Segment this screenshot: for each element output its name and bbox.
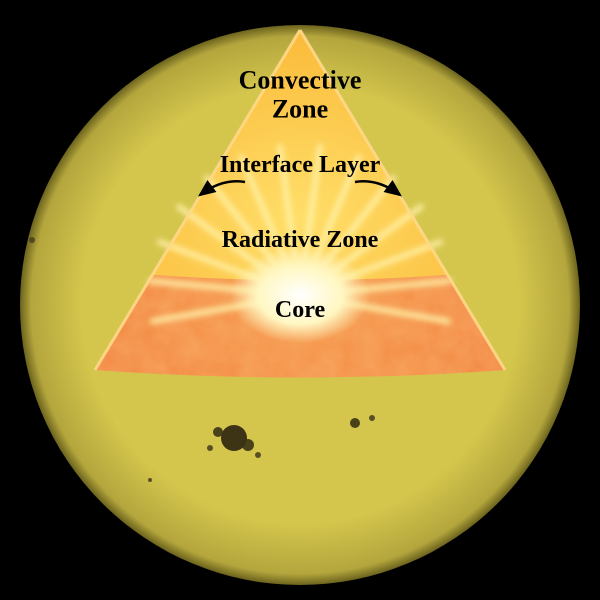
label-core: Core: [275, 297, 325, 323]
label-convective-zone: Convective Zone: [239, 66, 362, 123]
sun-cutaway-diagram: Convective Zone Interface Layer Radiativ…: [0, 0, 600, 600]
sunspot-2: [213, 427, 223, 437]
label-interface-layer: Interface Layer: [220, 152, 381, 178]
sunspot-3: [255, 452, 261, 458]
sunspot-4: [207, 445, 213, 451]
sunspot-5: [350, 418, 360, 428]
sunspot-6: [369, 415, 375, 421]
sunspot-7: [148, 478, 152, 482]
label-radiative-zone: Radiative Zone: [222, 227, 379, 253]
sunspot-1: [242, 439, 254, 451]
sunspot-8: [29, 237, 35, 243]
core: [230, 247, 370, 343]
